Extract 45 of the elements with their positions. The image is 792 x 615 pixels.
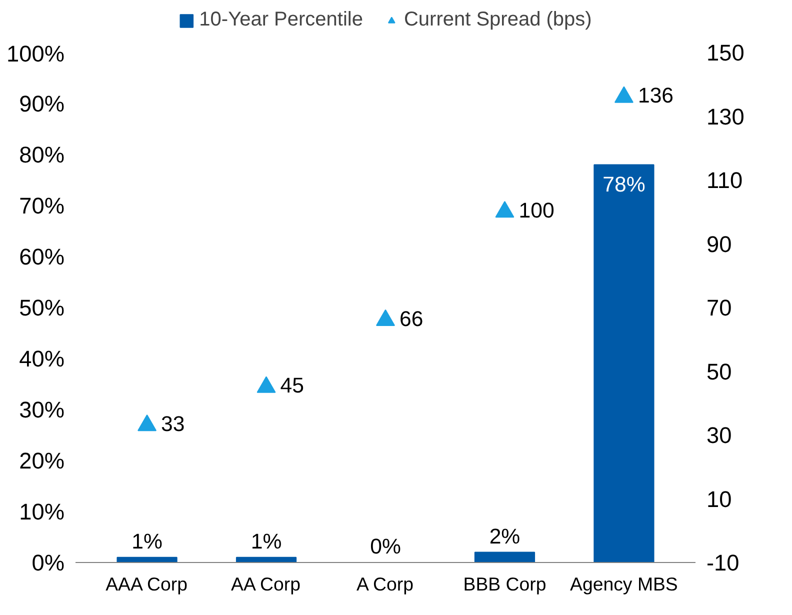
data-label: 136 [638, 84, 674, 108]
y2-tick-label: 90 [706, 230, 732, 257]
data-label: 33 [161, 412, 185, 436]
data-label: 0% [370, 534, 401, 558]
x-tick-label: A Corp [356, 574, 414, 594]
y-tick-label: 100% [6, 40, 65, 66]
y-tick-label: 90% [19, 90, 65, 116]
x-tick-label: AAA Corp [106, 574, 188, 594]
y-tick-label: 70% [19, 192, 65, 218]
data-label: 100 [518, 198, 554, 222]
y2-tick-label: 10 [706, 486, 732, 512]
bar [116, 556, 178, 562]
data-label: 78% [602, 172, 646, 197]
y-tick-label: 40% [19, 346, 65, 372]
y2-tick-label: 70 [706, 294, 732, 320]
y-tick-label: 0% [32, 550, 65, 576]
data-label: 45 [280, 374, 304, 398]
y2-tick-label: 110 [706, 167, 743, 193]
y2-tick-label: 130 [706, 103, 744, 130]
legend-label: Current Spread (bps) [404, 8, 592, 32]
point [376, 309, 395, 326]
x-tick-label: Agency MBS [570, 574, 678, 594]
y-tick-label: 20% [19, 448, 65, 474]
bar [474, 552, 536, 562]
x-tick-label: BBB Corp [463, 574, 546, 594]
data-label: 66 [400, 306, 424, 331]
point [138, 414, 157, 432]
point [256, 376, 276, 393]
y2-tick-label: 50 [706, 358, 732, 384]
legend-label: 10-Year Percentile [199, 8, 363, 32]
y2-tick-label: 150 [706, 40, 744, 66]
point [495, 200, 514, 218]
point [614, 86, 634, 103]
y-tick-label: 60% [19, 244, 65, 270]
y-tick-label: 50% [19, 294, 65, 320]
y-tick-label: 30% [19, 396, 65, 422]
data-label: 2% [489, 524, 520, 548]
y-tick-label: 10% [19, 498, 65, 524]
y2-tick-label: -10 [706, 550, 740, 576]
data-label: 1% [132, 529, 162, 554]
x-tick-label: AA Corp [231, 574, 300, 594]
bar [594, 164, 654, 562]
y-tick-label: 80% [19, 142, 65, 168]
data-label: 1% [250, 529, 282, 554]
y2-tick-label: 30 [706, 422, 732, 448]
